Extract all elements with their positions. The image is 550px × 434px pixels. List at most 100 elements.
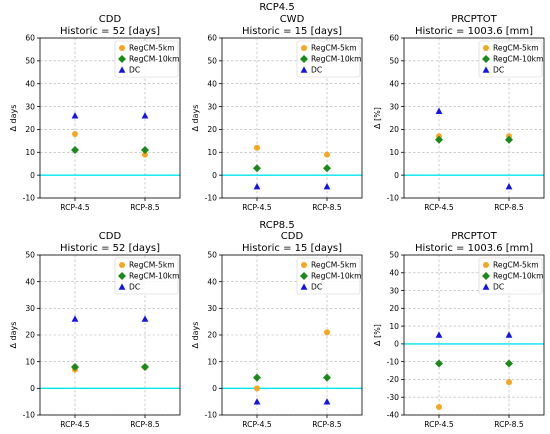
legend-marker bbox=[118, 66, 126, 73]
y-tick-label: 50 bbox=[389, 57, 399, 66]
data-point bbox=[71, 363, 79, 371]
chart-title: CDD bbox=[281, 231, 304, 242]
data-point bbox=[323, 164, 331, 173]
row-title-rcp85: RCP8.5 bbox=[259, 220, 294, 231]
legend-marker bbox=[482, 272, 490, 280]
y-tick-label: 30 bbox=[25, 304, 35, 313]
legend-label: RegCM-10km bbox=[493, 55, 543, 64]
y-tick-label: 0 bbox=[212, 171, 217, 180]
data-point bbox=[253, 182, 261, 190]
axes-frame bbox=[39, 37, 181, 199]
legend-marker bbox=[118, 283, 126, 290]
legend-box bbox=[478, 40, 543, 78]
data-point bbox=[141, 315, 149, 322]
y-tick-label: 60 bbox=[389, 34, 399, 43]
chart-subtitle: Historic = 15 [days] bbox=[242, 26, 342, 37]
y-tick-label: 40 bbox=[207, 277, 217, 286]
legend-label: RegCM-10km bbox=[311, 55, 361, 64]
chart-subtitle: Historic = 52 [days] bbox=[60, 243, 160, 254]
data-point bbox=[253, 398, 261, 405]
y-tick-label: 0 bbox=[30, 171, 35, 180]
legend-marker bbox=[118, 55, 126, 63]
legend-marker bbox=[300, 283, 308, 290]
y-tick-label: -10 bbox=[205, 194, 218, 203]
x-tick-label: RCP-4.5 bbox=[242, 203, 272, 212]
y-axis-label: Δ days bbox=[9, 105, 18, 132]
y-tick-label: 20 bbox=[389, 304, 399, 313]
y-tick-label: 20 bbox=[207, 331, 217, 340]
y-axis-label: Δ [%] bbox=[373, 107, 382, 129]
legend-label: DC bbox=[129, 66, 140, 75]
data-point bbox=[505, 331, 513, 338]
data-point bbox=[323, 373, 331, 382]
y-tick-label: 50 bbox=[389, 251, 399, 260]
legend-box bbox=[114, 257, 179, 295]
legend-label: DC bbox=[129, 283, 140, 292]
legend-marker bbox=[300, 55, 308, 63]
legend-label: RegCM-10km bbox=[493, 272, 543, 281]
legend-marker bbox=[118, 272, 126, 280]
y-tick-label: 50 bbox=[207, 251, 217, 260]
x-tick-label: RCP-4.5 bbox=[424, 203, 454, 212]
legend-label: RegCM-10km bbox=[129, 55, 179, 64]
y-tick-label: -30 bbox=[387, 393, 400, 402]
chart-subtitle: Historic = 1003.6 [mm] bbox=[415, 243, 533, 254]
chart-title: PRCPTOT bbox=[451, 231, 497, 242]
legend-label: DC bbox=[311, 66, 322, 75]
y-tick-label: -40 bbox=[387, 411, 400, 420]
y-tick-label: 10 bbox=[25, 357, 35, 366]
y-tick-label: 50 bbox=[25, 57, 35, 66]
y-tick-label: -20 bbox=[387, 375, 400, 384]
y-tick-label: 20 bbox=[207, 125, 217, 134]
x-tick-label: RCP-4.5 bbox=[60, 420, 90, 429]
legend-label: RegCM-5km bbox=[493, 261, 539, 270]
y-tick-label: 50 bbox=[25, 251, 35, 260]
y-tick-label: 20 bbox=[389, 125, 399, 134]
data-point bbox=[71, 112, 79, 119]
y-tick-label: 0 bbox=[394, 171, 399, 180]
legend-marker bbox=[300, 272, 308, 280]
y-tick-label: -10 bbox=[205, 411, 218, 420]
y-tick-label: 10 bbox=[207, 148, 217, 157]
x-tick-label: RCP-8.5 bbox=[312, 203, 342, 212]
y-tick-label: -10 bbox=[387, 357, 400, 366]
legend-box bbox=[296, 40, 361, 78]
legend-label: RegCM-5km bbox=[311, 261, 357, 270]
data-point bbox=[253, 164, 261, 173]
y-tick-label: 0 bbox=[30, 384, 35, 393]
y-tick-label: 60 bbox=[25, 34, 35, 43]
y-axis-label: Δ days bbox=[191, 105, 200, 132]
data-point bbox=[254, 144, 260, 151]
chart-title: CWD bbox=[280, 14, 305, 25]
data-point bbox=[141, 363, 149, 371]
data-point bbox=[324, 151, 330, 158]
legend-label: DC bbox=[493, 66, 504, 75]
y-axis-label: Δ days bbox=[191, 322, 200, 349]
legend-label: DC bbox=[493, 283, 504, 292]
legend-label: RegCM-5km bbox=[311, 44, 357, 53]
chart-subtitle: Historic = 1003.6 [mm] bbox=[415, 26, 533, 37]
legend-marker bbox=[483, 262, 489, 268]
y-tick-label: 30 bbox=[25, 102, 35, 111]
y-tick-label: 10 bbox=[25, 148, 35, 157]
y-tick-label: 0 bbox=[212, 384, 217, 393]
data-point bbox=[72, 131, 78, 137]
data-point bbox=[71, 315, 79, 322]
y-tick-label: 10 bbox=[389, 322, 399, 331]
chart-subtitle: Historic = 52 [days] bbox=[60, 26, 160, 37]
legend-marker bbox=[301, 262, 307, 268]
data-point bbox=[323, 398, 331, 405]
legend-label: RegCM-5km bbox=[493, 44, 539, 53]
legend-marker bbox=[482, 283, 490, 290]
chart-title: CDD bbox=[99, 14, 122, 25]
legend-marker bbox=[482, 55, 490, 63]
x-tick-label: RCP-4.5 bbox=[60, 203, 90, 212]
data-point bbox=[436, 404, 442, 410]
data-point bbox=[253, 373, 261, 382]
